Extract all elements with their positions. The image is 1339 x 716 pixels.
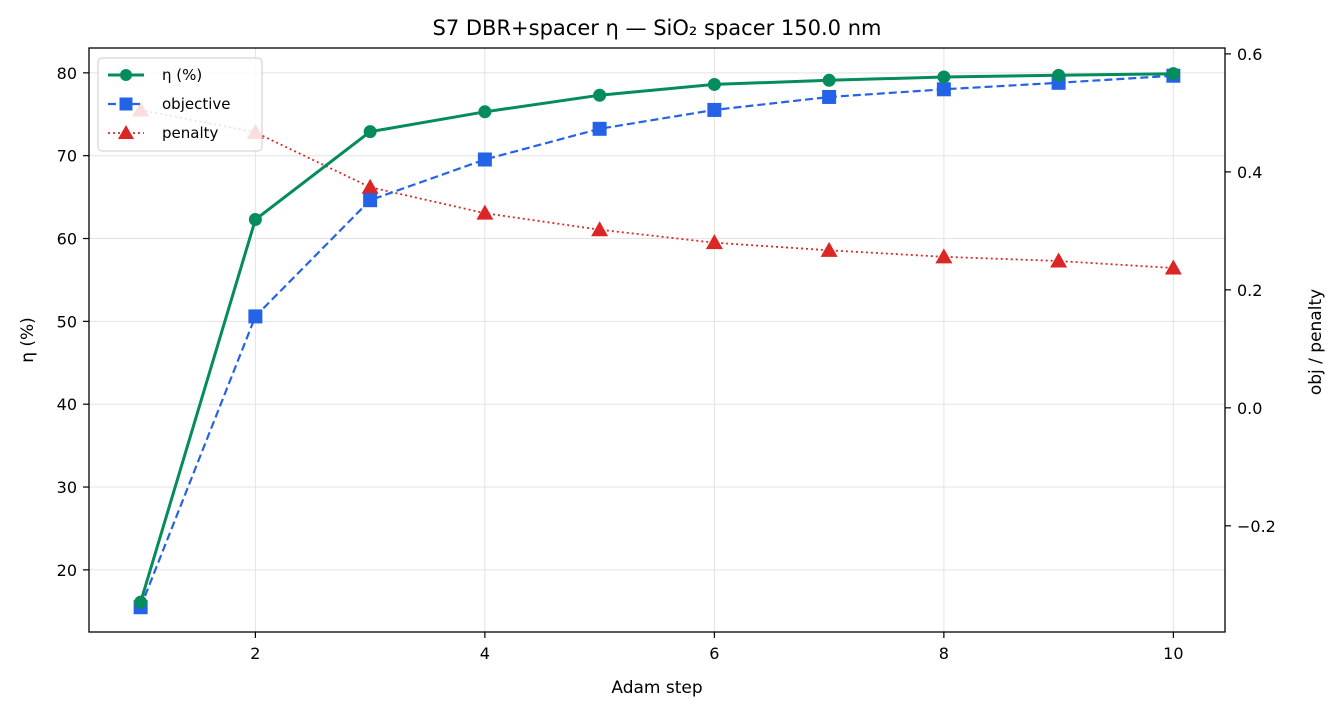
data-point-eta [478,105,492,119]
y-tick-label-left: 70 [57,147,77,166]
data-point-objective [363,193,378,208]
legend-marker-eta [120,69,132,81]
y-tick-label-right: 0.4 [1237,163,1262,182]
grid-layer [89,48,1225,632]
data-point-eta [593,88,607,102]
legend-entry-objective: objective [108,95,231,113]
y-tick-label-left: 20 [57,561,77,580]
legend-marker-objective [119,97,133,111]
series-line-triangle [140,109,1174,269]
legend-label-penalty: penalty [162,124,218,142]
y-axis-label-right: obj / penalty [1306,289,1326,395]
legend-label-objective: objective [162,95,231,113]
data-point-objective [822,89,837,104]
data-point-penalty [935,248,953,264]
data-point-eta [937,70,951,84]
data-point-objective [707,102,722,117]
plot-frame [88,47,1226,633]
data-point-eta [822,73,836,87]
legend-marker-penalty [118,125,134,139]
y-tick-label-right: 0.0 [1237,399,1262,418]
data-point-penalty [476,204,494,220]
data-point-eta [1052,68,1066,82]
x-axis-label: Adam step [611,678,702,698]
series-triangle-group [132,101,1182,275]
series-line-square [139,74,1174,608]
legend-box [97,57,263,152]
y-tick-label-left: 30 [57,478,77,497]
data-point-eta [248,212,262,226]
y-tick-label-right: −0.2 [1237,517,1276,536]
data-point-penalty [361,178,379,194]
data-point-penalty [591,221,609,237]
ticks-layer: 2 4 6 8 10 20 30 40 50 60 70 80 −0.2 0.0 0.2 0.4 0.6 [57,45,1276,663]
x-tick-label: 6 [709,644,719,663]
x-tick-label: 8 [939,644,949,663]
x-tick-label: 4 [480,644,490,663]
data-point-objective [936,82,951,97]
x-tick-label: 10 [1163,644,1183,663]
data-point-penalty [705,234,723,250]
data-point-eta [134,595,148,609]
y-axis-label-left: η (%) [18,317,38,363]
y-tick-label-left: 60 [57,230,77,249]
data-point-objective [248,309,263,324]
data-point-penalty [820,241,838,257]
y-tick-label-left: 50 [57,312,77,331]
y-tick-label-left: 80 [57,64,77,83]
x-tick-label: 2 [250,644,260,663]
data-point-penalty [1050,252,1068,268]
legend: η (%) objective penalty [97,57,263,152]
series-square-group [133,68,1181,615]
chart-title: S7 DBR+spacer η — SiO₂ spacer 150.0 nm [433,16,882,40]
legend-entry-eta: η (%) [108,66,202,84]
y-tick-label-right: 0.2 [1237,281,1262,300]
y-tick-label-left: 40 [57,395,77,414]
legend-label-eta: η (%) [162,66,202,84]
data-point-penalty [1164,259,1182,275]
data-point-eta [363,125,377,139]
data-point-eta [1166,67,1180,81]
series-circle-group [134,67,1180,609]
data-point-objective [477,152,492,167]
data-point-objective [592,121,607,136]
y-tick-label-right: 0.6 [1237,45,1262,64]
legend-entry-penalty: penalty [108,124,218,142]
series-line-circle [139,72,1174,603]
data-point-eta [707,77,721,91]
series-layer [132,67,1182,615]
